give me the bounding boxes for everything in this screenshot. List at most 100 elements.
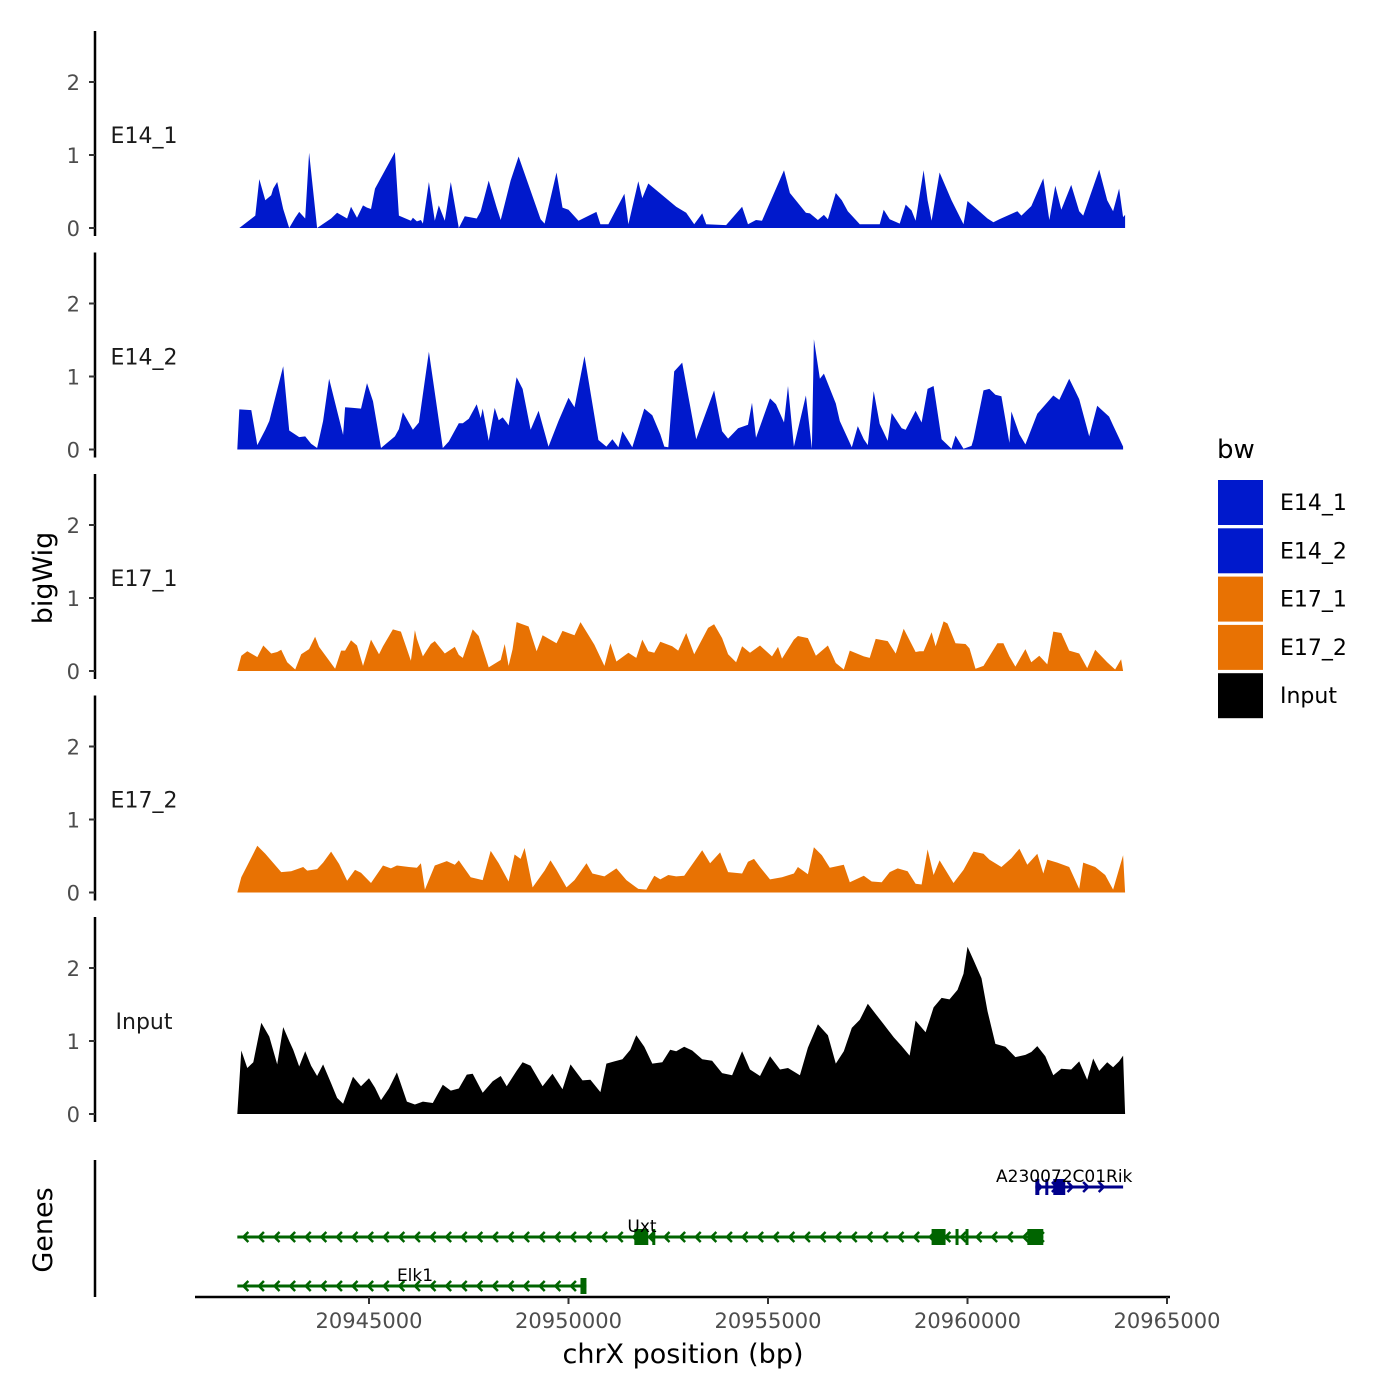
strand-arrow [241,1231,250,1243]
strand-arrow [709,1231,718,1243]
strand-arrow [1082,1181,1090,1193]
strand-arrow [397,1231,406,1243]
y-tick-label: 1 [67,809,80,833]
strand-arrow [678,1231,687,1243]
y-tick-label: 1 [67,1030,80,1054]
exon [634,1229,649,1245]
legend-label: Input [1280,684,1337,709]
track-E14_2: 0 1 2 E14_2 [67,252,1124,463]
strand-arrow [569,1231,577,1243]
exon [1045,1179,1049,1195]
track-label: E14_2 [111,346,178,371]
legend-swatch [1218,576,1263,622]
strand-arrow [257,1280,265,1292]
legend-item-E14_1: E14_1 [1218,480,1347,525]
strand-arrow [1005,1231,1014,1243]
strand-arrow [288,1280,297,1292]
strand-arrow [428,1280,437,1292]
strand-arrow [584,1231,593,1243]
strand-arrow [896,1231,905,1243]
exon [965,1229,969,1245]
strand-arrow [693,1231,702,1243]
y-tick-label: 2 [67,736,80,760]
strand-arrow [335,1231,343,1243]
strand-arrow [881,1231,889,1243]
coverage-area-E14_2 [237,339,1124,450]
strand-arrow [756,1231,765,1243]
strand-arrow [459,1280,468,1292]
legend-swatch [1218,480,1263,525]
strand-arrow [522,1280,531,1292]
strand-arrow [444,1231,453,1243]
exon [1035,1179,1040,1195]
strand-arrow [787,1231,796,1243]
exon [652,1229,656,1245]
strand-arrow [818,1231,827,1243]
track-label: E14_1 [111,124,178,149]
strand-arrow [865,1231,874,1243]
strand-arrow [912,1231,921,1243]
exon [1027,1229,1044,1245]
legend-item-E17_1: E17_1 [1218,576,1347,622]
strand-arrow [366,1280,375,1292]
gene-label: Uxt [627,1217,657,1237]
strand-arrow [849,1231,858,1243]
coverage-tracks: 0 1 2 E14_1 0 1 2 E14_2 0 1 2 E17_1 0 1 2 E17_2 0 1 2 Input [67,31,1126,1127]
strand-arrow [475,1231,484,1243]
y-tick-label: 0 [67,439,80,463]
x-tick-label: 20960000 [914,1309,1021,1333]
track-E14_1: 0 1 2 E14_1 [67,31,1126,241]
track-E17_1: 0 1 2 E17_1 [67,474,1124,684]
strand-arrow [350,1231,359,1243]
strand-arrow [740,1231,749,1243]
strand-arrow [771,1231,780,1243]
legend-label: E17_1 [1280,588,1347,613]
legend-item-E14_2: E14_2 [1218,528,1347,574]
strand-arrow [615,1231,624,1243]
track-label: E17_2 [111,789,178,814]
y-tick-label: 2 [67,71,80,95]
strand-arrow [506,1280,515,1292]
strand-arrow [725,1231,733,1243]
strand-arrow [413,1231,421,1243]
strand-arrow [1097,1181,1106,1193]
strand-arrow [381,1231,390,1243]
gene-A230072C01Rik: A230072C01Rik [996,1167,1133,1195]
genes-panel: Genes A230072C01Rik Uxt Elk1 [28,1160,1133,1297]
gene-Uxt: Uxt [237,1217,1045,1245]
x-tick-label: 20945000 [316,1309,423,1333]
gene-models: A230072C01Rik Uxt Elk1 [237,1167,1133,1294]
y-tick-label: 2 [67,293,80,317]
y-tick-label: 1 [67,144,80,168]
genes-panel-title: Genes [28,1187,59,1272]
strand-arrow [335,1280,343,1292]
strand-arrow [537,1280,546,1292]
y-tick-label: 0 [67,217,80,241]
x-tick-label: 20950000 [515,1309,622,1333]
strand-arrow [475,1280,484,1292]
legend-label: E14_1 [1280,491,1347,516]
legend-item-E17_2: E17_2 [1218,624,1347,670]
strand-arrow [662,1231,671,1243]
x-tick-label: 20955000 [715,1309,822,1333]
legend-swatch [1218,528,1263,574]
legend-label: E17_2 [1280,636,1347,661]
strand-arrow [257,1231,265,1243]
strand-arrow [647,1231,655,1243]
strand-arrow [319,1280,328,1292]
y-tick-label: 0 [67,660,80,684]
track-E17_2: 0 1 2 E17_2 [67,695,1126,906]
strand-arrow [553,1280,562,1292]
coverage-area-E14_1 [239,152,1126,228]
strand-arrow [834,1231,843,1243]
track-label: Input [116,1010,173,1035]
strand-arrow [319,1231,328,1243]
strand-arrow [1021,1231,1030,1243]
legend-swatch [1218,624,1263,670]
strand-arrow [350,1280,359,1292]
y-tick-label: 2 [67,514,80,538]
exon [931,1229,946,1245]
strand-arrow [569,1280,577,1292]
legend-swatch [1218,673,1263,719]
